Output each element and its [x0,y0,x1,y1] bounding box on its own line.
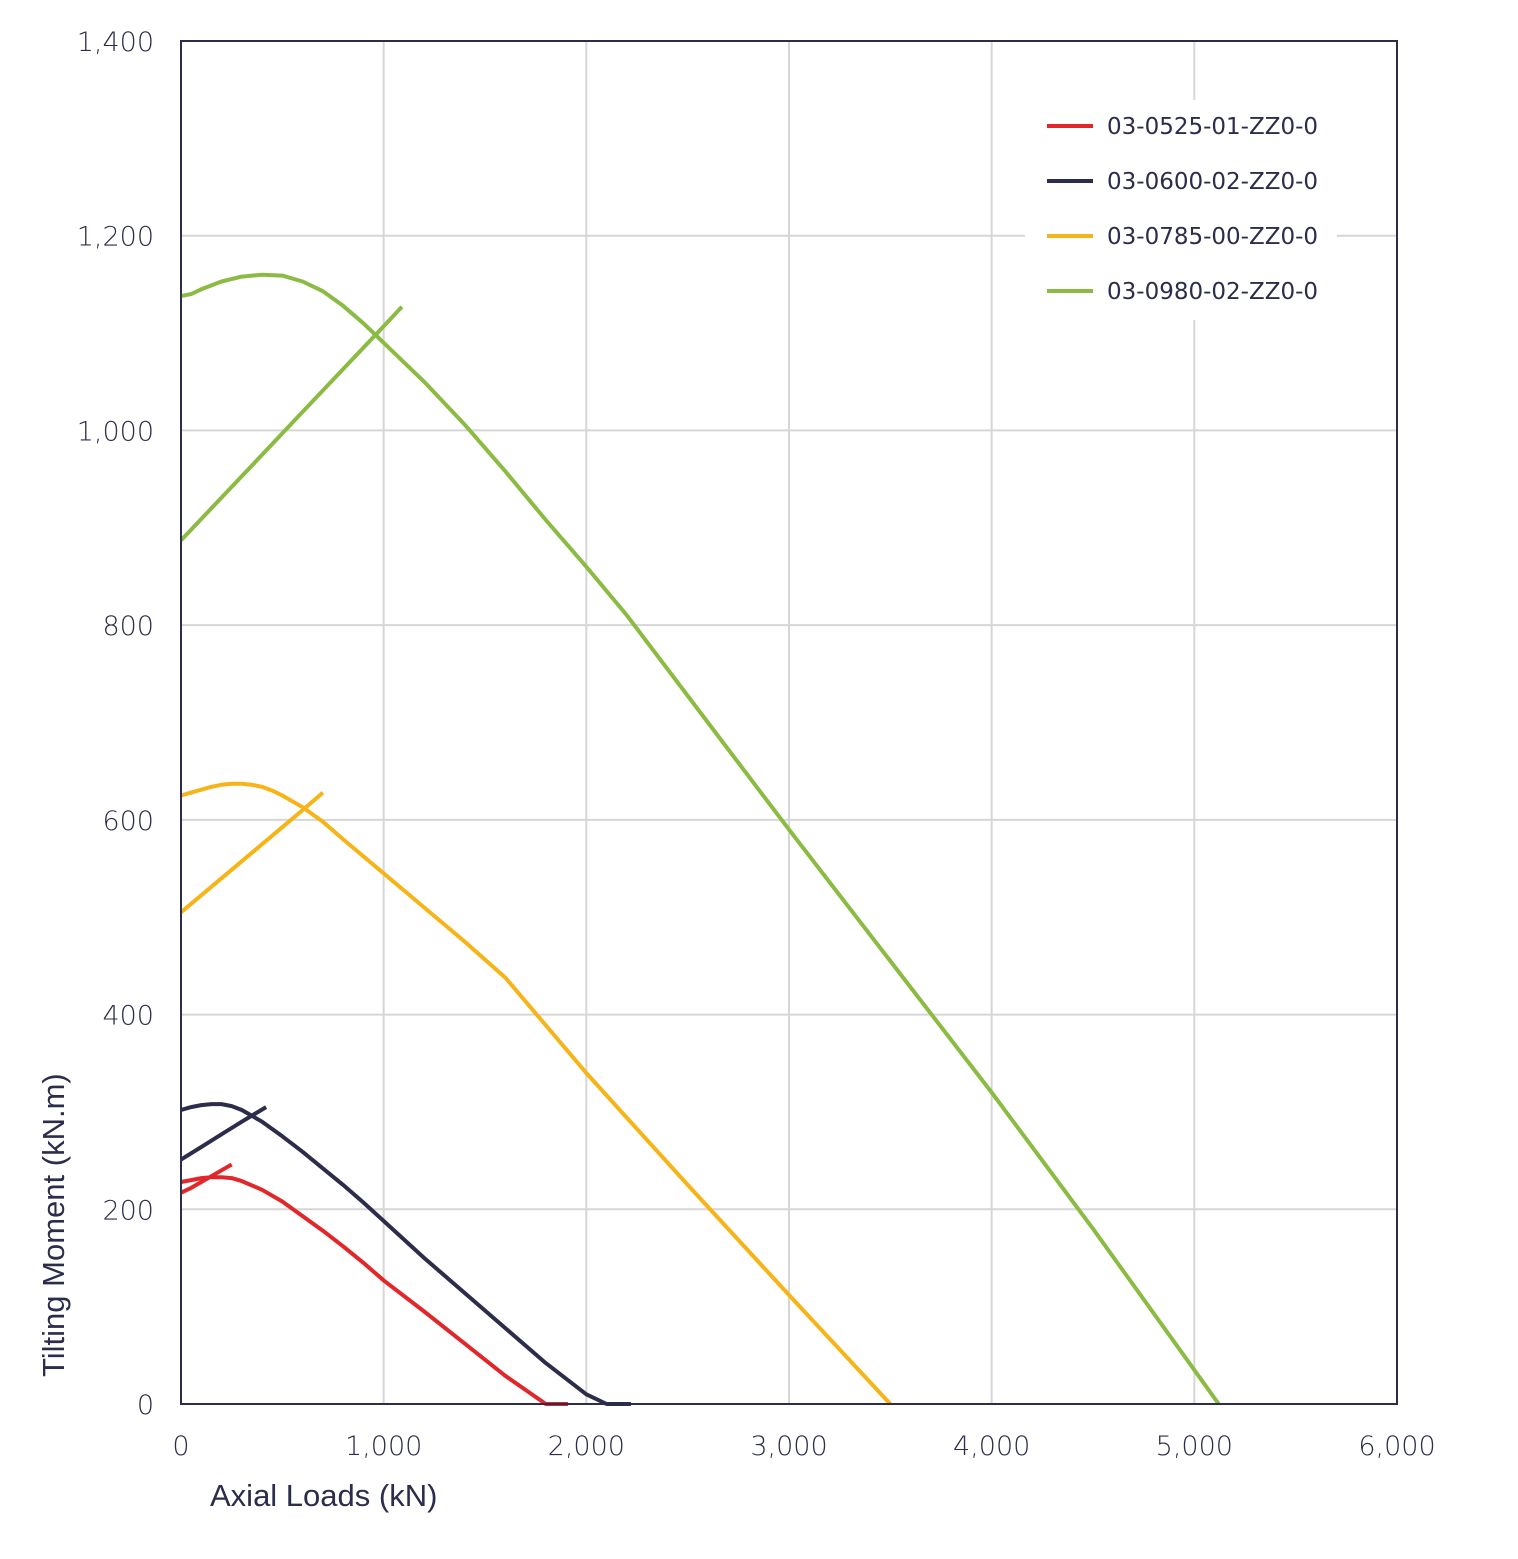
legend-label: 03-0600-02-ZZ0-0 [1107,169,1318,195]
legend-label: 03-0980-02-ZZ0-0 [1107,279,1318,305]
x-axis-tick-labels: 0 1,000 2,000 3,000 4,000 5,000 6,000 [172,1431,1435,1462]
series-03-0785-00-ZZ0-0 [179,781,892,1406]
legend-entry: 03-0980-02-ZZ0-0 [1047,279,1318,305]
x-tick-label: 6,000 [1358,1431,1435,1462]
y-tick-label: 400 [102,1001,154,1032]
y-tick-label: 1,000 [77,416,154,447]
grid [181,41,1397,1404]
y-tick-label: 1,400 [77,27,154,58]
x-tick-label: 5,000 [1156,1431,1233,1462]
series-line [180,272,1221,1406]
legend-box [1025,100,1337,320]
series-line [179,305,404,542]
series-line [180,1162,233,1195]
legend-entry: 03-0525-01-ZZ0-0 [1047,114,1318,140]
series-03-0600-02-ZZ0-0 [179,1102,631,1406]
series-line [180,1102,631,1406]
plot-area-frame [180,40,1398,1405]
y-tick-label: 800 [102,611,154,642]
y-tick-label: 600 [102,806,154,837]
y-tick-label: 200 [102,1195,154,1226]
x-tick-label: 1,000 [345,1431,422,1462]
x-tick-label: 0 [172,1431,189,1462]
y-tick-label: 0 [137,1390,154,1421]
series-line [180,781,892,1406]
x-tick-label: 2,000 [548,1431,625,1462]
x-tick-label: 4,000 [953,1431,1030,1462]
legend: 03-0525-01-ZZ0-0 03-0600-02-ZZ0-0 03-0785-… [1025,100,1337,320]
y-axis-title: Tilting Moment (kN.m) [36,1073,71,1377]
series-lines [179,272,1221,1406]
legend-label: 03-0785-00-ZZ0-0 [1107,224,1318,250]
y-axis-tick-labels: 0 200 400 600 800 1,000 1,200 1,400 [77,27,154,1421]
series-line [179,791,325,914]
legend-label: 03-0525-01-ZZ0-0 [1107,114,1318,140]
x-tick-label: 3,000 [750,1431,827,1462]
x-axis-title: Axial Loads (kN) [210,1478,437,1513]
series-line [179,1105,268,1162]
y-tick-label: 1,200 [77,222,154,253]
series-03-0525-01-ZZ0-0 [180,1162,569,1406]
legend-entry: 03-0785-00-ZZ0-0 [1047,224,1318,250]
legend-entry: 03-0600-02-ZZ0-0 [1047,169,1318,195]
series-03-0980-02-ZZ0-0 [179,272,1221,1406]
